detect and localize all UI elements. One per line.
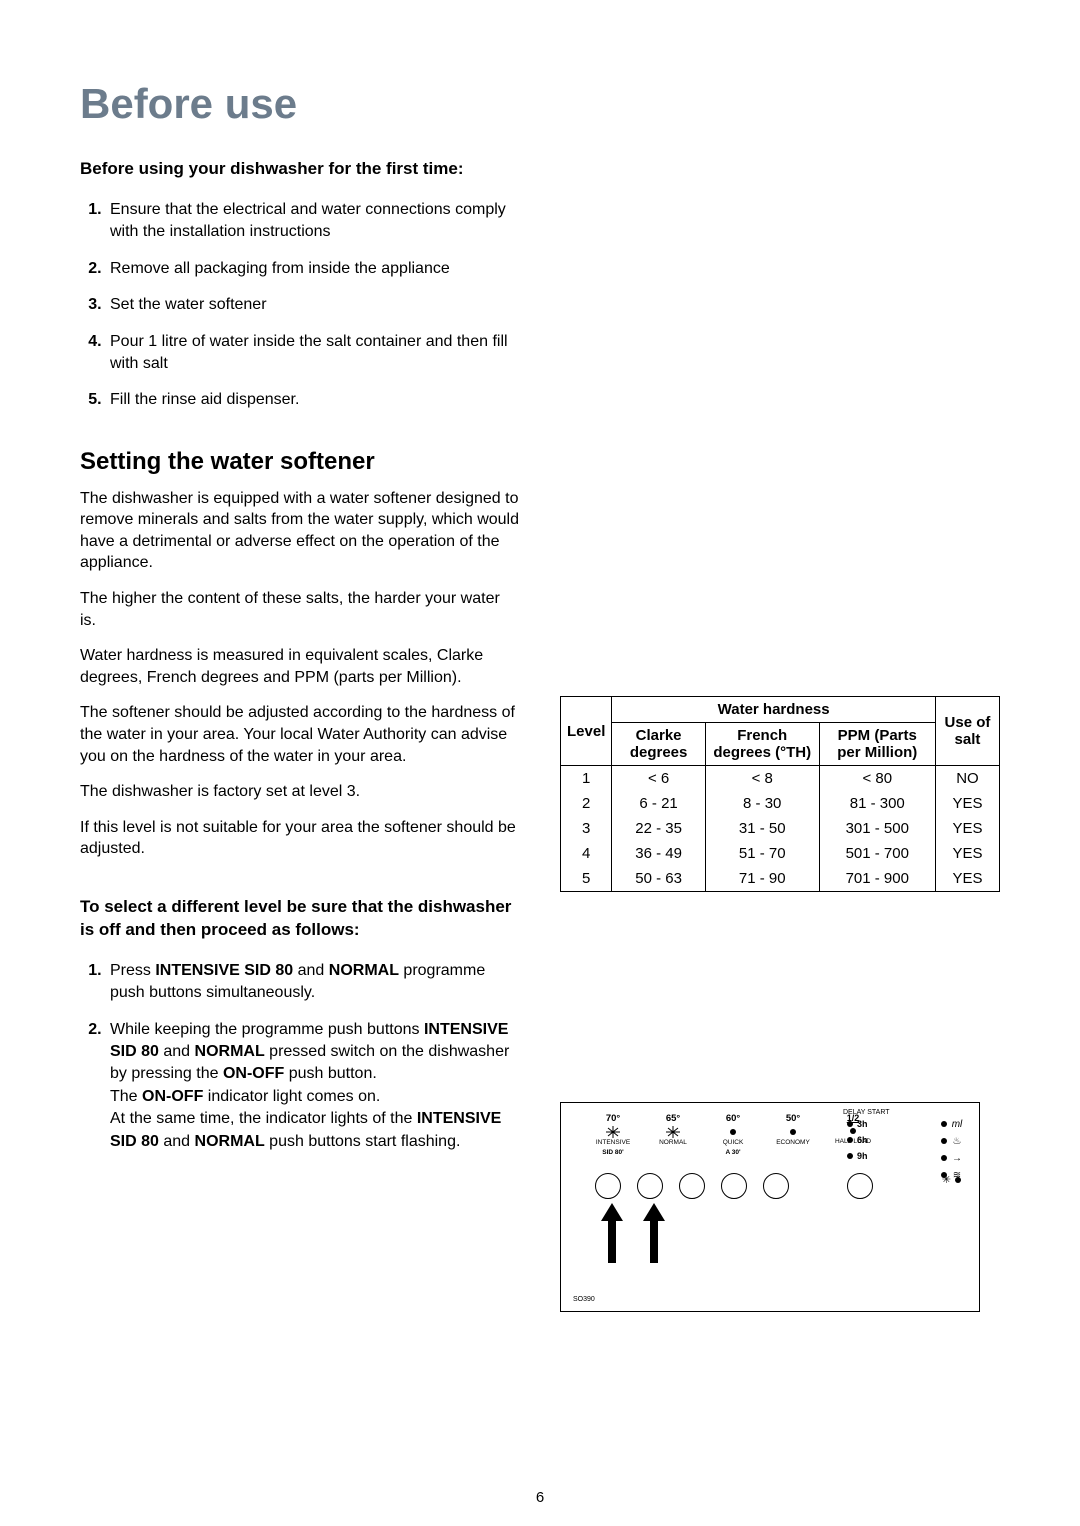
page-number: 6: [0, 1489, 1080, 1506]
table-cell: YES: [935, 816, 999, 841]
step-item: While keeping the programme push buttons…: [106, 1019, 520, 1153]
body-para: The higher the content of these salts, t…: [80, 588, 520, 631]
table-cell: 31 - 50: [705, 816, 819, 841]
indicator-dot: [941, 1155, 947, 1161]
water-hardness-table: Level Water hardness Use of salt Clarke …: [560, 696, 1000, 892]
table-cell: 3: [561, 816, 612, 841]
table-cell: 22 - 35: [612, 816, 705, 841]
table-cell: 501 - 700: [819, 841, 935, 866]
table-cell: YES: [935, 791, 999, 816]
table-cell: YES: [935, 841, 999, 866]
program-intensive: 70°INTENSIVESID 80': [593, 1113, 633, 1156]
arrow-normal: [643, 1203, 665, 1265]
table-cell: 71 - 90: [705, 866, 819, 892]
table-cell: 1: [561, 766, 612, 792]
table-cell: 2: [561, 791, 612, 816]
table-cell: 36 - 49: [612, 841, 705, 866]
steps-select-level: Press INTENSIVE SID 80 and NORMAL progra…: [80, 960, 520, 1153]
first-time-heading: Before using your dishwasher for the fir…: [80, 158, 520, 181]
delay-start-options: 3h 6h 9h: [847, 1119, 868, 1161]
indicator-dot: [847, 1153, 853, 1159]
step-item: Press INTENSIVE SID 80 and NORMAL progra…: [106, 960, 520, 1005]
body-para: Water hardness is measured in equivalent…: [80, 645, 520, 688]
delay-label: 6h: [857, 1135, 868, 1145]
page-title: Before use: [80, 80, 1000, 128]
col-group-hardness: Water hardness: [612, 697, 936, 723]
table-cell: NO: [935, 766, 999, 792]
col-level: Level: [561, 697, 612, 766]
step-text: Press: [110, 962, 155, 979]
body-para: If this level is not suitable for your a…: [80, 817, 520, 860]
indicator-dot: [847, 1137, 853, 1143]
steps-first-time: Ensure that the electrical and water con…: [80, 199, 520, 412]
step-item: Pour 1 litre of water inside the salt co…: [106, 331, 520, 376]
table-cell: 301 - 500: [819, 816, 935, 841]
arrow-intensive: [601, 1203, 623, 1265]
col-salt: Use of salt: [935, 697, 999, 766]
table-row: 550 - 6371 - 90701 - 900YES: [561, 866, 1000, 892]
table-cell: YES: [935, 866, 999, 892]
table-cell: < 80: [819, 766, 935, 792]
step-item: Ensure that the electrical and water con…: [106, 199, 520, 244]
delay-start-label: DELAY START: [843, 1109, 890, 1116]
select-level-heading: To select a different level be sure that…: [80, 896, 520, 942]
indicator-dot: [847, 1121, 853, 1127]
diagram-code: SO390: [573, 1296, 595, 1303]
step-text: and: [293, 962, 329, 979]
table-row: 26 - 218 - 3081 - 300YES: [561, 791, 1000, 816]
indicator-dot: [941, 1138, 947, 1144]
salt-icon: ♨: [951, 1136, 963, 1146]
program-button: [637, 1173, 663, 1199]
body-para: The dishwasher is factory set at level 3…: [80, 781, 520, 803]
table-cell: 50 - 63: [612, 866, 705, 892]
body-para: The dishwasher is equipped with a water …: [80, 488, 520, 574]
col-clarke: Clarke degrees: [612, 723, 705, 766]
program-button: [595, 1173, 621, 1199]
step-item: Remove all packaging from inside the app…: [106, 258, 520, 280]
program-economy: 50°ECONOMY: [773, 1113, 813, 1156]
step-bold: INTENSIVE SID 80: [155, 962, 293, 979]
table-cell: 6 - 21: [612, 791, 705, 816]
table-row: 322 - 3531 - 50301 - 500YES: [561, 816, 1000, 841]
indicator-column: ml ♨ → ≋: [941, 1119, 963, 1180]
delay-label: 9h: [857, 1151, 868, 1161]
table-cell: 81 - 300: [819, 791, 935, 816]
end-icon: →: [951, 1153, 963, 1163]
delay-label: 3h: [857, 1119, 868, 1129]
table-cell: 51 - 70: [705, 841, 819, 866]
program-button: [763, 1173, 789, 1199]
control-panel-diagram: 70°INTENSIVESID 80' 65°NORMAL 60°QUICKA 30…: [560, 1102, 980, 1312]
softener-heading: Setting the water softener: [80, 448, 520, 476]
col-ppm: PPM (Parts per Million): [819, 723, 935, 766]
col-french: French degrees (°TH): [705, 723, 819, 766]
delay-button: [847, 1173, 873, 1199]
dot-icon: [730, 1126, 736, 1138]
table-row: 436 - 4951 - 70501 - 700YES: [561, 841, 1000, 866]
sun-icon: [666, 1126, 680, 1138]
table-cell: < 8: [705, 766, 819, 792]
table-cell: 701 - 900: [819, 866, 935, 892]
program-button: [721, 1173, 747, 1199]
program-quick: 60°QUICKA 30': [713, 1113, 753, 1156]
step-item: Set the water softener: [106, 294, 520, 316]
table-cell: < 6: [612, 766, 705, 792]
dot-icon: [790, 1126, 796, 1138]
program-normal: 65°NORMAL: [653, 1113, 693, 1156]
table-row: 1< 6< 8< 80NO: [561, 766, 1000, 792]
indicator-dot: [941, 1121, 947, 1127]
sun-icon: [606, 1126, 620, 1138]
step-item: Fill the rinse aid dispenser.: [106, 389, 520, 411]
program-button: [679, 1173, 705, 1199]
body-para: The softener should be adjusted accordin…: [80, 702, 520, 767]
table-cell: 4: [561, 841, 612, 866]
table-cell: 5: [561, 866, 612, 892]
on-off-indicator: ✳: [942, 1173, 961, 1186]
table-cell: 8 - 30: [705, 791, 819, 816]
step-bold: NORMAL: [329, 962, 399, 979]
rinse-aid-icon: ml: [951, 1119, 963, 1129]
